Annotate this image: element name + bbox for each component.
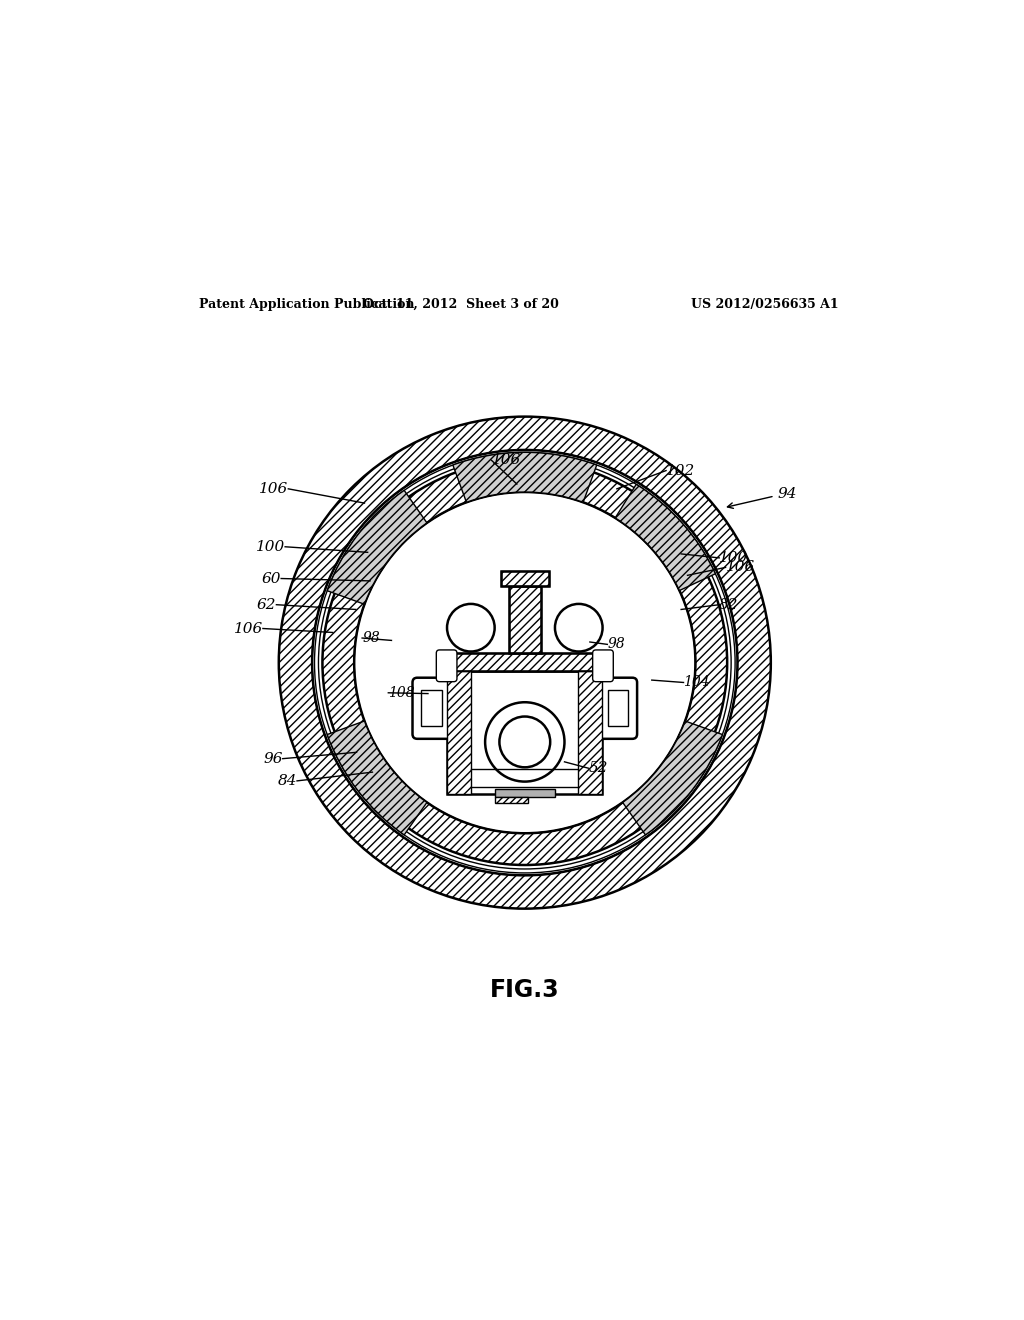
FancyBboxPatch shape xyxy=(593,649,613,681)
FancyBboxPatch shape xyxy=(597,677,637,739)
Bar xyxy=(495,789,555,797)
Text: 102: 102 xyxy=(666,463,695,478)
Wedge shape xyxy=(615,484,716,590)
Bar xyxy=(501,572,549,586)
Wedge shape xyxy=(323,461,727,865)
Bar xyxy=(447,671,471,793)
Bar xyxy=(439,653,610,671)
Circle shape xyxy=(447,605,495,652)
Text: 108: 108 xyxy=(388,686,415,700)
Text: 82: 82 xyxy=(719,598,738,611)
Text: 52: 52 xyxy=(588,762,608,775)
FancyBboxPatch shape xyxy=(413,677,453,739)
Bar xyxy=(509,586,541,653)
Wedge shape xyxy=(279,417,771,908)
Bar xyxy=(439,653,610,671)
Text: 98: 98 xyxy=(607,638,625,651)
Text: 100: 100 xyxy=(719,550,749,565)
Text: 104: 104 xyxy=(684,676,711,689)
Text: 106: 106 xyxy=(233,622,263,635)
Text: 106: 106 xyxy=(726,561,755,574)
Text: Oct. 11, 2012  Sheet 3 of 20: Oct. 11, 2012 Sheet 3 of 20 xyxy=(364,298,559,312)
Bar xyxy=(607,690,629,726)
Text: US 2012/0256635 A1: US 2012/0256635 A1 xyxy=(690,298,839,312)
Bar xyxy=(509,586,541,653)
Bar xyxy=(495,797,527,803)
Bar xyxy=(579,671,602,793)
Text: 60: 60 xyxy=(262,572,282,586)
Wedge shape xyxy=(453,453,597,503)
Bar xyxy=(447,671,602,793)
FancyBboxPatch shape xyxy=(436,649,457,681)
Text: 84: 84 xyxy=(278,774,297,788)
Text: 94: 94 xyxy=(777,487,797,502)
Wedge shape xyxy=(328,490,427,605)
Text: 98: 98 xyxy=(362,631,380,645)
Text: 96: 96 xyxy=(263,751,283,766)
Text: FIG.3: FIG.3 xyxy=(490,978,559,1002)
Text: Patent Application Publication: Patent Application Publication xyxy=(200,298,415,312)
Text: 62: 62 xyxy=(257,598,276,611)
Wedge shape xyxy=(623,721,722,836)
Bar xyxy=(421,690,442,726)
Circle shape xyxy=(555,605,602,652)
Wedge shape xyxy=(328,721,427,836)
Text: 100: 100 xyxy=(256,540,285,554)
Circle shape xyxy=(485,702,564,781)
Circle shape xyxy=(500,717,550,767)
Text: 106: 106 xyxy=(259,482,289,496)
Bar xyxy=(501,572,549,586)
Text: 106: 106 xyxy=(492,453,521,467)
